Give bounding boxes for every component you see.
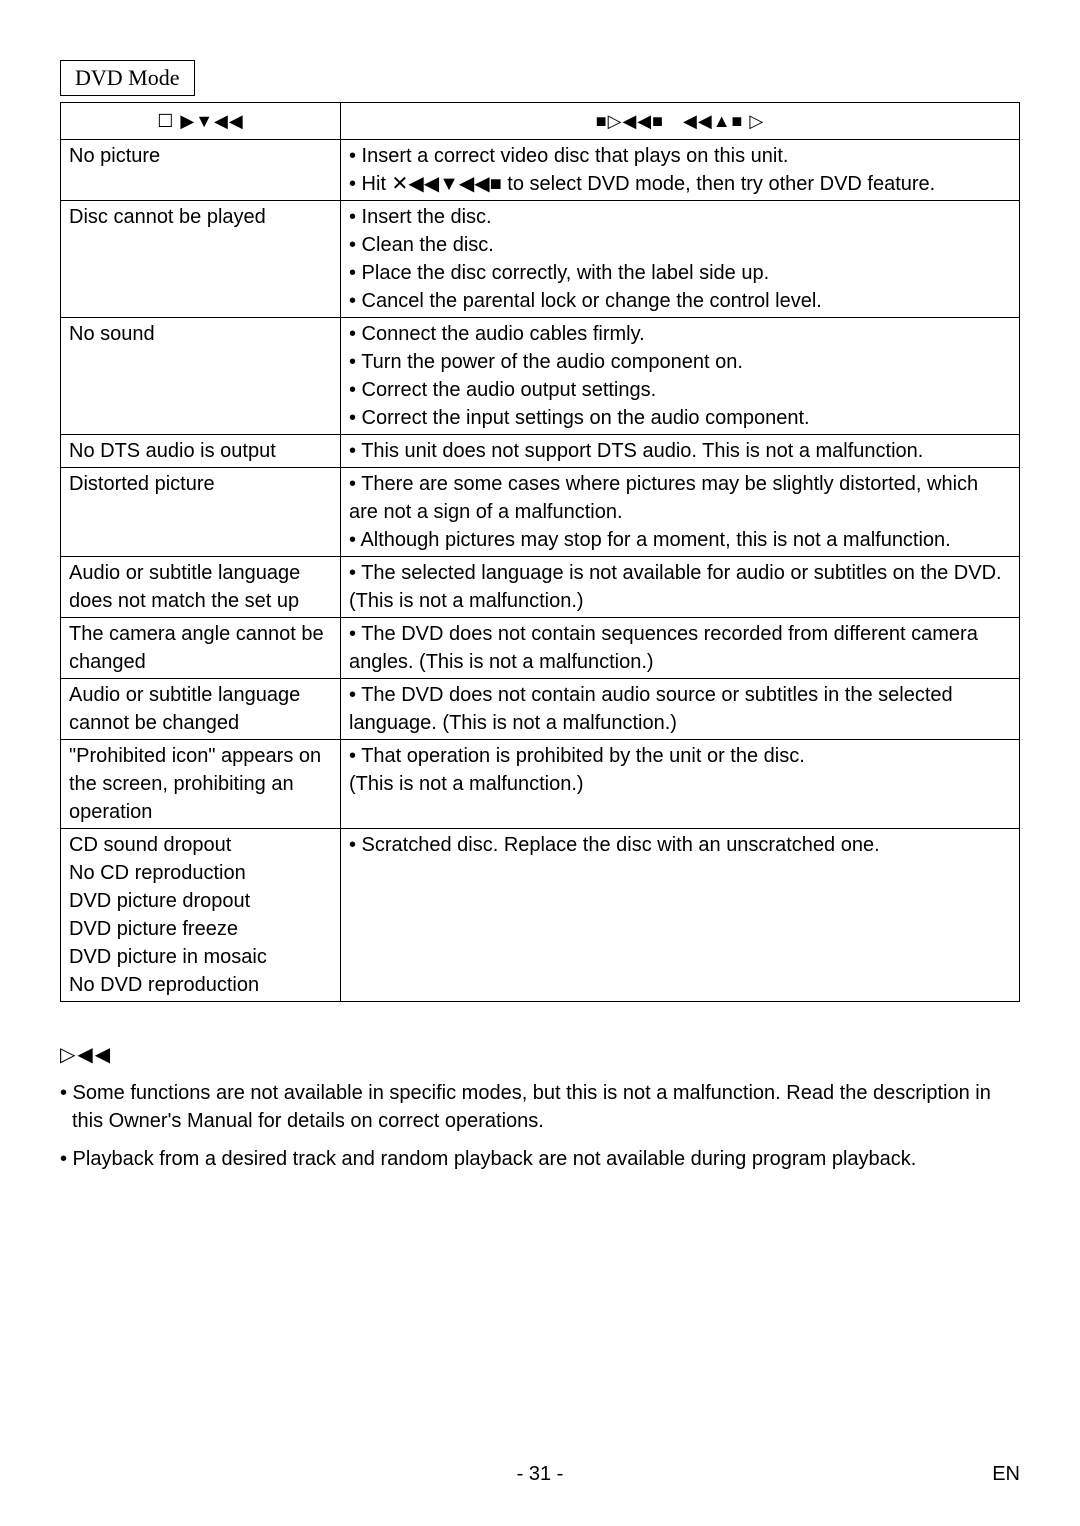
remedy-cell: • Scratched disc. Replace the disc with … [341,829,1020,1002]
remedy-cell: • The DVD does not contain sequences rec… [341,618,1020,679]
remedy-cell: • Connect the audio cables firmly. • Tur… [341,318,1020,435]
table-row: No sound• Connect the audio cables firml… [61,318,1020,435]
table-row: Audio or subtitle language does not matc… [61,557,1020,618]
remedy-cell: • Insert the disc. • Clean the disc. • P… [341,201,1020,318]
table-row: CD sound dropout No CD reproduction DVD … [61,829,1020,1002]
symptom-cell: CD sound dropout No CD reproduction DVD … [61,829,341,1002]
remedy-cell: • That operation is prohibited by the un… [341,740,1020,829]
header-symptom: ☐ ▶▼◀◀ [61,103,341,140]
remedy-cell: • There are some cases where pictures ma… [341,468,1020,557]
note-item: • Some functions are not available in sp… [60,1079,1020,1135]
remedy-header-symbols: ■▷◀◀■ ◀◀▲■ ▷ [596,111,765,131]
troubleshooting-table: ☐ ▶▼◀◀ ■▷◀◀■ ◀◀▲■ ▷ No picture• Insert a… [60,102,1020,1002]
header-remedy: ■▷◀◀■ ◀◀▲■ ▷ [341,103,1020,140]
page-number: - 31 - [517,1463,564,1485]
table-row: Audio or subtitle language cannot be cha… [61,679,1020,740]
symptom-cell: "Prohibited icon" appears on the screen,… [61,740,341,829]
table-row: Disc cannot be played• Insert the disc. … [61,201,1020,318]
table-row: "Prohibited icon" appears on the screen,… [61,740,1020,829]
symptom-cell: The camera angle cannot be changed [61,618,341,679]
notes-section: ▷◀◀ • Some functions are not available i… [60,1042,1020,1173]
table-row: No picture• Insert a correct video disc … [61,140,1020,201]
table-row: No DTS audio is output• This unit does n… [61,435,1020,468]
note-item: • Playback from a desired track and rand… [60,1145,1020,1173]
symptom-cell: No sound [61,318,341,435]
symptom-cell: Audio or subtitle language cannot be cha… [61,679,341,740]
remedy-cell: • The DVD does not contain audio source … [341,679,1020,740]
symptom-cell: Distorted picture [61,468,341,557]
mode-label: DVD Mode [60,60,195,96]
symptom-cell: Audio or subtitle language does not matc… [61,557,341,618]
footer-lang: EN [992,1463,1020,1486]
page-footer: - 31 - EN [0,1463,1080,1486]
symptom-cell: Disc cannot be played [61,201,341,318]
symptom-header-symbols: ☐ ▶▼◀◀ [157,111,243,131]
symptom-cell: No DTS audio is output [61,435,341,468]
remedy-cell: • This unit does not support DTS audio. … [341,435,1020,468]
notes-heading: ▷◀◀ [60,1042,1020,1067]
remedy-cell: • The selected language is not available… [341,557,1020,618]
symptom-cell: No picture [61,140,341,201]
remedy-cell: • Insert a correct video disc that plays… [341,140,1020,201]
table-row: Distorted picture• There are some cases … [61,468,1020,557]
table-row: The camera angle cannot be changed• The … [61,618,1020,679]
